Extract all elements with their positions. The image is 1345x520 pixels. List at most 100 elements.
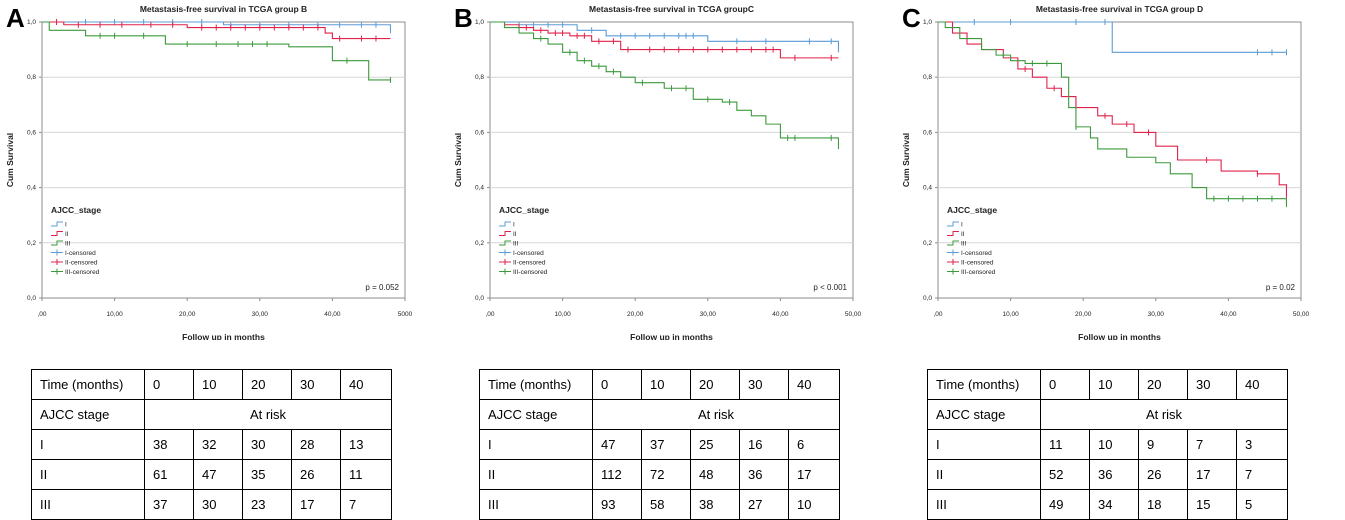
x-tick-label: 5000: [398, 311, 413, 318]
at-risk-count: 112: [592, 459, 642, 490]
y-tick-label: 0,2: [27, 240, 36, 247]
table-row: II 52 36 26 17 7: [927, 459, 1288, 490]
survival-chart: 0,0 0,2 0,4 0,6 0,8 1,0 ,00 10,00 20,00 30,00 40,0…: [5, 4, 413, 340]
legend-label: II-censored: [961, 260, 994, 267]
y-axis-label: Cum Survival: [453, 133, 463, 187]
legend-symbol: [499, 231, 511, 236]
y-tick-label: 0,6: [475, 129, 484, 136]
table-header-row: Time (months) 0 10 20 30 40: [479, 369, 840, 400]
survival-curve-iii: [42, 21, 391, 81]
x-tick-label: 10,00: [106, 311, 123, 318]
y-tick-label: 0,6: [923, 129, 932, 136]
legend-symbol: [947, 268, 959, 275]
at-risk-count: 30: [193, 489, 243, 520]
x-tick-label: 30,00: [700, 311, 717, 318]
time-value: 30: [1187, 369, 1237, 400]
x-tick-label: ,00: [37, 311, 46, 318]
time-value: 30: [291, 369, 341, 400]
at-risk-count: 25: [690, 429, 740, 460]
at-risk-count: 10: [1089, 429, 1139, 460]
x-axis-label: Follow up in months: [1078, 332, 1161, 340]
at-risk-count: 17: [788, 459, 840, 490]
table-row: I 47 37 25 16 6: [479, 429, 840, 460]
legend-title: AJCC_stage: [51, 205, 101, 215]
legend-title: AJCC_stage: [499, 205, 549, 215]
legend-symbol: [51, 249, 63, 256]
legend-label: III-censored: [513, 269, 548, 276]
chart-title: Metastasis-free survival in TCGA group D: [1036, 4, 1203, 14]
y-tick-label: 0,8: [475, 74, 484, 81]
legend-line: [51, 240, 63, 246]
at-risk-count: 7: [340, 489, 392, 520]
x-axis-label: Follow up in months: [630, 332, 713, 340]
survival-curve-ii: [42, 21, 391, 40]
x-tick-label: ,00: [485, 311, 494, 318]
plot-frame: [41, 21, 406, 299]
panel-b: B 0,0 0,2 0,4 0,6 0,8 1,0 ,00 10,00 20,00 30,00 40…: [448, 0, 888, 520]
at-risk-count: 10: [788, 489, 840, 520]
y-tick-label: 0,8: [27, 74, 36, 81]
at-risk-count: 23: [242, 489, 292, 520]
stage-label: I: [927, 429, 1041, 460]
time-header: Time (months): [479, 369, 593, 400]
table-header-row: Time (months) 0 10 20 30 40: [927, 369, 1288, 400]
at-risk-label: At risk: [1040, 399, 1288, 430]
x-axis-label: Follow up in months: [182, 332, 265, 340]
y-tick-label: 0,4: [475, 185, 484, 192]
time-value: 40: [1236, 369, 1288, 400]
legend-line: [947, 231, 959, 236]
legend-label: III-censored: [961, 269, 996, 276]
table-row: AJCC stage At risk: [479, 399, 840, 430]
x-tick-label: ,00: [933, 311, 942, 318]
at-risk-count: 32: [193, 429, 243, 460]
p-value: p = 0.052: [365, 283, 399, 292]
x-tick-label: 50,00: [1293, 311, 1310, 318]
stage-label: III: [31, 489, 145, 520]
y-tick-label: 1,0: [27, 19, 36, 26]
survival-curve-i: [490, 21, 840, 53]
legend-label: II-censored: [513, 260, 546, 267]
table-row: I 38 32 30 28 13: [31, 429, 392, 460]
at-risk-count: 18: [1138, 489, 1188, 520]
at-risk-count: 30: [242, 429, 292, 460]
legend-label: I: [961, 222, 963, 229]
legend-symbol: [947, 259, 959, 265]
x-tick-label: 40,00: [772, 311, 789, 318]
table-row: AJCC stage At risk: [927, 399, 1288, 430]
survival-curve-i: [938, 21, 1287, 53]
y-tick-label: 1,0: [923, 19, 932, 26]
at-risk-count: 37: [641, 429, 691, 460]
legend-label: I-censored: [513, 250, 544, 257]
time-value: 10: [193, 369, 243, 400]
legend-label: I-censored: [65, 250, 96, 257]
at-risk-count: 11: [340, 459, 392, 490]
at-risk-count: 61: [144, 459, 194, 490]
legend-symbol: [947, 221, 959, 227]
panel-letter: B: [454, 3, 473, 33]
plot-frame: [937, 21, 1302, 299]
legend-label: III: [961, 241, 967, 248]
legend-symbol: [499, 249, 511, 256]
time-value: 10: [1089, 369, 1139, 400]
legend-symbol: [499, 268, 511, 275]
table-row: III 37 30 23 17 7: [31, 489, 392, 520]
at-risk-count: 3: [1236, 429, 1288, 460]
stage-label: II: [479, 459, 593, 490]
legend-label: I: [513, 222, 515, 229]
time-header: Time (months): [31, 369, 145, 400]
plot-frame: [489, 21, 854, 299]
x-tick-label: 40,00: [1220, 311, 1237, 318]
table-row: II 112 72 48 36 17: [479, 459, 840, 490]
time-value: 40: [340, 369, 392, 400]
at-risk-count: 58: [641, 489, 691, 520]
at-risk-label: At risk: [592, 399, 840, 430]
at-risk-count: 28: [291, 429, 341, 460]
legend-label: II: [961, 231, 965, 238]
at-risk-table: Time (months) 0 10 20 30 40 AJCC stage At risk I…: [479, 369, 840, 520]
table-row: III 93 58 38 27 10: [479, 489, 840, 520]
at-risk-label: At risk: [144, 399, 392, 430]
stage-header: AJCC stage: [479, 399, 593, 430]
y-tick-label: 0,2: [475, 240, 484, 247]
table-row: III 49 34 18 15 5: [927, 489, 1288, 520]
y-tick-label: 0,8: [923, 74, 932, 81]
